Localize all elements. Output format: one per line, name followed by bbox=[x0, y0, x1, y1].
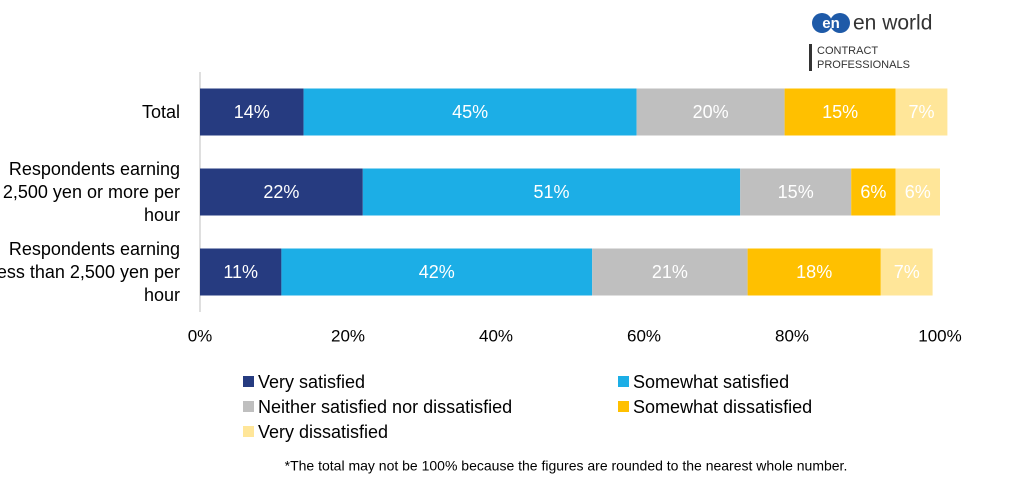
value-label: 11% bbox=[223, 262, 258, 282]
value-label: 22% bbox=[263, 182, 299, 202]
legend-swatch bbox=[243, 376, 254, 387]
legend-swatch bbox=[618, 401, 629, 412]
bar-segment bbox=[200, 248, 282, 296]
x-tick-label: 20% bbox=[331, 326, 365, 345]
bar-segment bbox=[740, 168, 852, 216]
value-label: 20% bbox=[693, 102, 729, 122]
bar-segment bbox=[281, 248, 593, 296]
category-label: Respondents earning less than 2,500 yen … bbox=[0, 238, 180, 305]
logo-tagline: PROFESSIONALS bbox=[817, 59, 910, 71]
bar-segment bbox=[362, 168, 741, 216]
bar-segment bbox=[200, 168, 363, 216]
x-tick-label: 40% bbox=[479, 326, 513, 345]
category-label: Respondents earning 2,500 yen or more pe… bbox=[2, 158, 180, 225]
value-label: 15% bbox=[822, 102, 858, 122]
value-label: 45% bbox=[452, 102, 488, 122]
value-label: 6% bbox=[860, 182, 886, 202]
logo-tagline: CONTRACT bbox=[817, 45, 878, 57]
value-label: 51% bbox=[533, 182, 569, 202]
legend-label: Very dissatisfied bbox=[258, 422, 388, 442]
legend-swatch bbox=[243, 401, 254, 412]
bar-segment bbox=[851, 168, 896, 216]
value-label: 42% bbox=[419, 262, 455, 282]
value-label: 15% bbox=[778, 182, 814, 202]
x-tick-label: 80% bbox=[775, 326, 809, 345]
logo-circle bbox=[812, 13, 832, 33]
bar-segment bbox=[880, 248, 933, 296]
legend-swatch bbox=[618, 376, 629, 387]
bar-segment bbox=[303, 88, 637, 136]
value-label: 7% bbox=[908, 102, 934, 122]
value-label: 7% bbox=[894, 262, 920, 282]
value-label: 18% bbox=[796, 262, 832, 282]
value-label: 14% bbox=[234, 102, 270, 122]
legend-label: Neither satisfied nor dissatisfied bbox=[258, 397, 512, 417]
legend-label: Somewhat dissatisfied bbox=[633, 397, 812, 417]
logo-name: en world bbox=[853, 12, 932, 35]
value-label: 21% bbox=[652, 262, 688, 282]
category-label: Total bbox=[141, 101, 180, 122]
value-label: 6% bbox=[905, 182, 931, 202]
footnote: *The total may not be 100% because the f… bbox=[285, 458, 848, 474]
legend-swatch bbox=[243, 426, 254, 437]
bar-segment bbox=[895, 88, 948, 136]
bar-segment bbox=[747, 248, 881, 296]
bar-segment bbox=[200, 88, 304, 136]
bar-segment bbox=[592, 248, 748, 296]
legend-label: Somewhat satisfied bbox=[633, 372, 789, 392]
x-tick-label: 100% bbox=[918, 326, 961, 345]
bar-segment bbox=[636, 88, 785, 136]
bar-segment bbox=[895, 168, 940, 216]
logo-bar bbox=[809, 44, 812, 71]
x-tick-label: 0% bbox=[188, 326, 213, 345]
legend-label: Very satisfied bbox=[258, 372, 365, 392]
x-tick-label: 60% bbox=[627, 326, 661, 345]
bar-segment bbox=[784, 88, 896, 136]
logo-circle bbox=[830, 13, 850, 33]
logo: en en world CONTRACT PROFESSIONALS bbox=[809, 12, 932, 71]
logo-mark: en bbox=[822, 15, 840, 32]
